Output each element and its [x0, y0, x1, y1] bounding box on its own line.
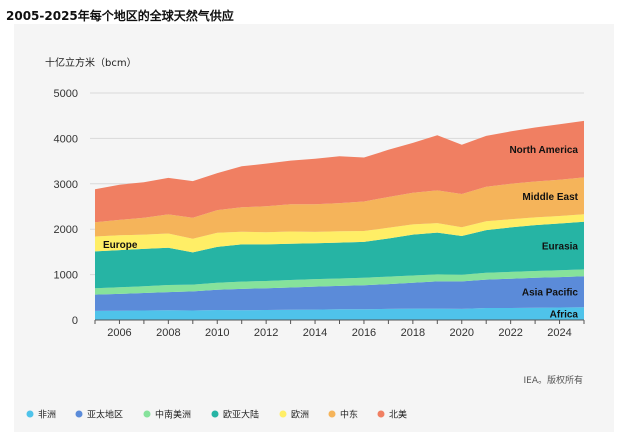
- y-tick-label: 4000: [54, 133, 78, 145]
- region-label: Eurasia: [542, 242, 579, 253]
- x-tick-label: 2020: [450, 327, 474, 339]
- x-tick-label: 2022: [498, 327, 522, 339]
- y-tick-label: 1000: [54, 270, 78, 282]
- legend: 非洲 亚太地区 中南美洲 欧亚大陆 欧洲 中东 北美: [26, 409, 407, 421]
- area-layer: [95, 120, 584, 320]
- y-tick-label: 5000: [54, 88, 78, 100]
- area-north-america: [95, 120, 584, 223]
- legend-swatch: [26, 410, 34, 418]
- area-eurasia: [95, 221, 584, 289]
- x-tick-label: 2014: [303, 327, 327, 339]
- legend-label: 中东: [340, 409, 358, 421]
- area-: [95, 269, 584, 295]
- legend-swatch: [377, 410, 385, 418]
- x-tick-label: 2024: [547, 327, 571, 339]
- legend-label: 非洲: [38, 409, 56, 421]
- region-label-layer: Africa Asia Pacific Eurasia Europe Middle Ea…: [103, 145, 579, 320]
- y-tick-label: 2000: [54, 224, 78, 236]
- legend-swatch: [328, 410, 336, 418]
- legend-swatch: [143, 410, 151, 418]
- region-label: North America: [509, 145, 578, 156]
- x-tick-label: 2016: [352, 327, 376, 339]
- legend-swatch: [75, 410, 83, 418]
- y-tick-label: 0: [72, 315, 78, 327]
- region-label: Europe: [103, 240, 138, 251]
- legend-label: 欧洲: [291, 409, 309, 421]
- region-label: Asia Pacific: [522, 288, 579, 299]
- x-tick-label: 2012: [254, 327, 278, 339]
- region-label: Africa: [550, 310, 579, 321]
- chart-title: 2005-2025年每个地区的全球天然气供应: [6, 9, 234, 23]
- source-note: IEA。版权所有: [524, 374, 584, 386]
- area-africa: [95, 307, 584, 320]
- region-label: Middle East: [522, 192, 578, 203]
- legend-label: 北美: [389, 409, 407, 421]
- y-tick-label: 3000: [54, 179, 78, 191]
- x-tick-label: 2006: [107, 327, 131, 339]
- x-tick-label: 2010: [205, 327, 229, 339]
- area-asia-pacific: [95, 276, 584, 311]
- legend-swatch: [279, 410, 287, 418]
- legend-label: 欧亚大陆: [223, 409, 259, 421]
- area-middle-east: [95, 177, 584, 239]
- axis-layer: 十亿立方米（bcm） 0 1000 2000 3000 4000 5000 2006 2008…: [45, 56, 585, 339]
- y-axis-label: 十亿立方米（bcm）: [45, 56, 137, 69]
- area-europe: [95, 214, 584, 253]
- x-tick-label: 2008: [156, 327, 180, 339]
- legend-swatch: [211, 410, 219, 418]
- legend-label: 亚太地区: [87, 409, 123, 421]
- legend-label: 中南美洲: [155, 409, 191, 421]
- x-tick-label: 2018: [401, 327, 425, 339]
